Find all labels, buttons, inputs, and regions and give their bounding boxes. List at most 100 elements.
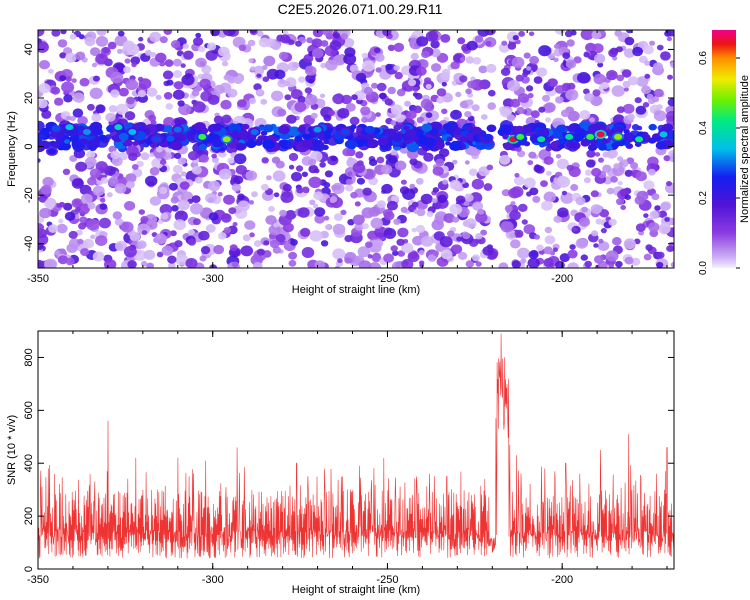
- spectrogram-cell: [172, 58, 182, 67]
- spectrogram-cell: [47, 68, 54, 74]
- spectrogram-cell: [447, 230, 455, 237]
- spectrogram-cell: [180, 171, 187, 177]
- spectrogram-cell: [635, 171, 647, 182]
- spectrogram-cell: [393, 42, 405, 53]
- spectrogram-cell: [300, 227, 311, 237]
- spectrogram-band-cell: [241, 125, 248, 130]
- spectrogram-cell: [421, 50, 430, 59]
- spectrogram-cell: [343, 53, 357, 65]
- spectrogram-cell: [486, 164, 494, 171]
- spectrogram-cell: [223, 30, 236, 37]
- spectrogram-cell: [137, 90, 147, 98]
- spectrogram-cell: [452, 159, 458, 165]
- spectrogram-band-cell: [55, 138, 64, 145]
- spectrogram-cell: [332, 248, 346, 260]
- x-tick-label: -250: [376, 574, 398, 586]
- spectrogram-cell: [555, 154, 562, 159]
- spectrogram-band-cell: [356, 138, 366, 147]
- spectrogram-cell: [164, 59, 174, 67]
- spectrogram-cell: [418, 249, 425, 256]
- spectrogram-cell: [443, 213, 455, 224]
- spectrogram-cell: [626, 30, 633, 34]
- spectrogram-cell: [354, 222, 364, 231]
- spectrogram-cell: [591, 230, 599, 237]
- spectrogram-cell: [506, 114, 516, 122]
- spectrogram-cell: [64, 211, 76, 221]
- spectrogram-cell: [608, 263, 615, 268]
- spectrogram-cell: [641, 85, 652, 95]
- spectrogram-hotspot: [114, 124, 123, 131]
- spectrogram-cell: [90, 234, 96, 240]
- spectrogram-cell: [253, 65, 265, 76]
- y-tick-label: 400: [23, 454, 35, 472]
- spectrogram-band-cell: [263, 124, 274, 133]
- spectrogram-cell: [282, 183, 292, 192]
- spectrogram-band-cell: [471, 126, 482, 134]
- spectrogram-cell: [411, 201, 419, 208]
- spectrogram-cell: [392, 250, 399, 256]
- spectrogram-cell: [518, 203, 528, 212]
- spectrogram-cell: [227, 157, 235, 164]
- spectrogram-cell: [643, 45, 654, 55]
- spectrogram-cell: [262, 76, 270, 82]
- spectrogram-cell: [256, 248, 266, 256]
- spectrogram-cell: [173, 81, 184, 90]
- spectrogram-cell: [137, 240, 147, 249]
- spectrogram-y-label: Frequency (Hz): [6, 111, 18, 187]
- y-tick-label: 40: [23, 43, 35, 55]
- colorbar-tick-label: 0.2: [698, 191, 709, 205]
- spectrogram-cell: [73, 214, 80, 220]
- spectrogram-cell: [670, 61, 674, 68]
- spectrogram-cell: [648, 222, 660, 233]
- spectrogram-cell: [165, 103, 174, 110]
- spectrogram-cell: [469, 168, 478, 176]
- spectrogram-cell: [68, 230, 78, 239]
- spectrogram-cell: [308, 78, 315, 84]
- spectrogram-cell: [511, 260, 521, 268]
- spectrogram-cell: [143, 249, 156, 260]
- spectrogram-cell: [646, 93, 654, 100]
- figure-title: C2E5.2026.071.00.29.R11: [278, 1, 443, 17]
- spectrogram-cell: [262, 65, 268, 70]
- spectrogram-cell: [205, 224, 216, 233]
- spectrogram-cell: [244, 220, 256, 230]
- spectrogram-cell: [314, 214, 325, 224]
- spectrogram-cell: [234, 153, 247, 165]
- spectrogram-cell: [606, 70, 618, 81]
- spectrogram-cell: [527, 257, 540, 268]
- spectrogram-cell: [269, 239, 280, 249]
- spectrogram-cell: [228, 70, 236, 77]
- spectrogram-cell: [396, 88, 406, 97]
- spectrogram-cell: [108, 105, 118, 113]
- spectrogram-cell: [38, 259, 45, 268]
- x-tick-label: -300: [202, 574, 224, 586]
- spectrogram-cell: [84, 36, 96, 47]
- spectrogram-cell: [546, 170, 552, 176]
- spectrogram-cell: [161, 245, 174, 256]
- spectrogram-cell: [584, 169, 593, 176]
- spectrogram-cell: [205, 193, 217, 204]
- y-tick-label: 0: [23, 566, 35, 572]
- x-tick-label: -300: [202, 273, 224, 285]
- spectrogram-cell: [375, 112, 381, 117]
- spectrogram-cell: [175, 254, 189, 266]
- spectrogram-cell: [385, 63, 393, 71]
- spectrogram-cell: [71, 178, 84, 189]
- spectrogram-band-cell: [364, 125, 376, 135]
- spectrogram-cell: [526, 85, 534, 92]
- spectrogram-cell: [484, 30, 496, 36]
- spectrogram-cell: [423, 77, 432, 84]
- spectrogram-cell: [598, 157, 604, 163]
- spectrogram-cell: [577, 72, 591, 84]
- spectrogram-cell: [627, 113, 635, 120]
- spectrogram-cell: [666, 36, 673, 42]
- spectrogram-cell: [207, 94, 220, 105]
- spectrogram-cell: [102, 47, 110, 54]
- spectrogram-cell: [449, 203, 463, 215]
- colorbar: 0.0 0.2 0.4 0.6 Normalized spectral amplitu…: [698, 30, 750, 275]
- spectrogram-cell: [512, 35, 519, 41]
- spectrogram-cell: [653, 62, 663, 71]
- spectrogram-cell: [565, 89, 579, 101]
- spectrogram-cell: [124, 201, 136, 211]
- spectrogram-cell: [114, 218, 124, 226]
